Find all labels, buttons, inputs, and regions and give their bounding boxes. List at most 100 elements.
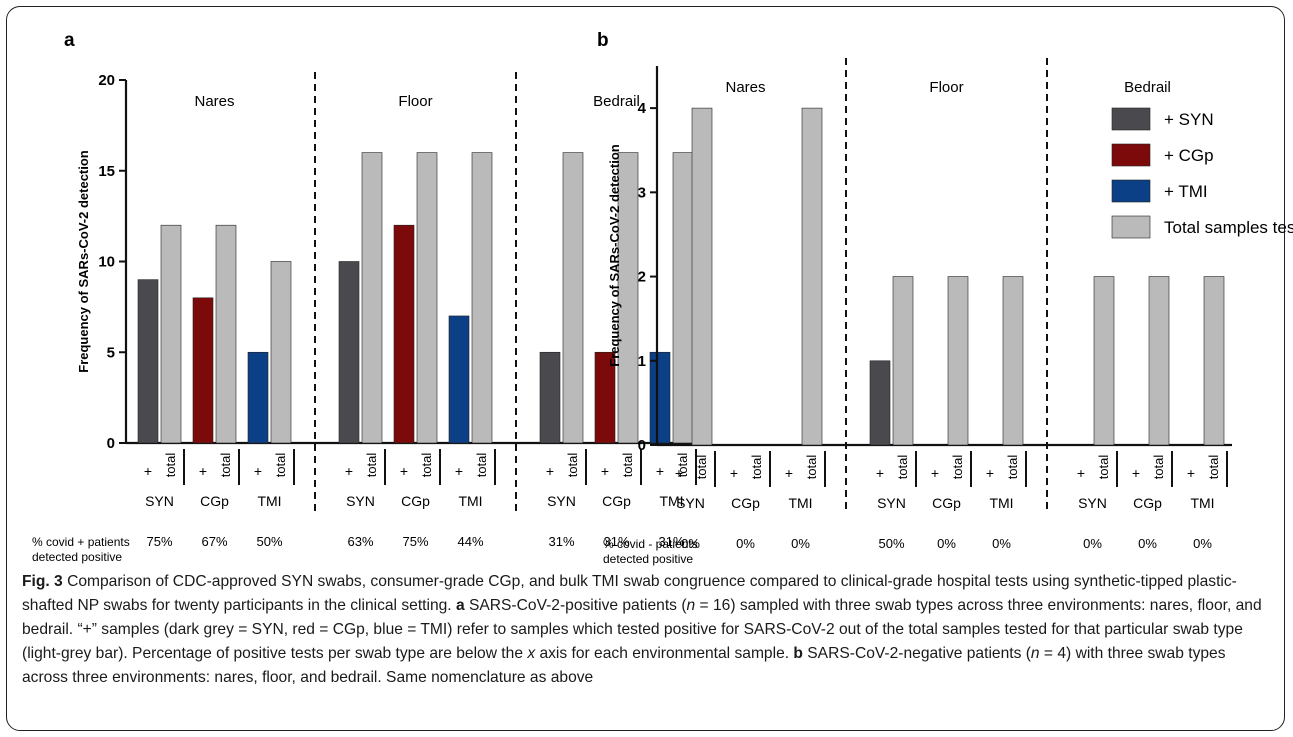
y-axis-title-a: Frequency of SARs-CoV-2 detection	[76, 150, 91, 373]
bar-label-plus: +	[254, 463, 262, 479]
bar-label-plus: +	[144, 463, 152, 479]
bar-label-plus: +	[986, 465, 994, 481]
swab-type-label-syn: SYN	[547, 493, 576, 509]
bar-label-total: total	[804, 455, 819, 480]
swab-type-label-syn: SYN	[877, 495, 906, 511]
bar-positive-nares-cgp	[192, 297, 214, 444]
legend-label: Total samples tested	[1164, 218, 1293, 237]
bar-total-bedrail-cgp	[1148, 276, 1170, 446]
swab-type-label-tmi: TMI	[458, 493, 482, 509]
caption-panel-a-label: a	[455, 597, 465, 614]
bar-label-total: total	[364, 453, 379, 478]
group-title-nares: Nares	[725, 79, 765, 96]
percent-row-label: detected positive	[32, 550, 122, 564]
percent-label-floor-syn: 50%	[878, 536, 904, 551]
legend-swatch	[1111, 143, 1151, 167]
y-tick-label-b: 1	[638, 353, 646, 370]
bar-label-plus: +	[876, 465, 884, 481]
group-title-nares: Nares	[194, 93, 234, 110]
bar-label-plus: +	[785, 465, 793, 481]
y-tick-label-a: 20	[98, 72, 115, 89]
swab-type-label-cgp: CGp	[731, 495, 760, 511]
bar-label-plus: +	[656, 463, 664, 479]
bar-total-floor-syn	[361, 152, 383, 444]
bar-total-bedrail-syn	[562, 152, 584, 444]
bar-total-floor-syn	[892, 276, 914, 446]
percent-label-floor-tmi: 0%	[992, 536, 1011, 551]
percent-label-floor-tmi: 44%	[457, 534, 483, 549]
swab-type-label-syn: SYN	[1078, 495, 1107, 511]
bar-total-bedrail-cgp	[617, 152, 639, 444]
bar-positive-nares-tmi	[247, 351, 269, 444]
bar-label-total: total	[474, 453, 489, 478]
bar-positive-floor-tmi	[448, 315, 470, 444]
bar-positive-floor-syn	[338, 261, 360, 444]
bar-positive-floor-cgp	[393, 224, 415, 444]
swab-type-label-syn: SYN	[145, 493, 174, 509]
percent-label-floor-syn: 63%	[347, 534, 373, 549]
percent-label-bedrail-cgp: 31%	[603, 534, 629, 549]
percent-label-floor-cgp: 75%	[402, 534, 428, 549]
bar-positive-floor-syn	[869, 360, 891, 446]
percent-label-bedrail-tmi: 0%	[1193, 536, 1212, 551]
bar-label-plus: +	[1077, 465, 1085, 481]
bar-label-total: total	[1151, 455, 1166, 480]
swab-type-label-cgp: CGp	[200, 493, 229, 509]
bar-positive-bedrail-cgp	[594, 351, 616, 444]
caption-n: n	[686, 597, 696, 614]
percent-label-nares-syn: 0%	[681, 536, 700, 551]
group-title-bedrail: Bedrail	[1124, 79, 1171, 96]
bar-label-total: total	[1096, 455, 1111, 480]
swab-type-label-syn: SYN	[676, 495, 705, 511]
caption-text-5: SARS-CoV-2-negative patients (	[802, 645, 1031, 662]
group-title-bedrail: Bedrail	[593, 93, 640, 110]
caption-panel-b-label: b	[793, 645, 803, 662]
y-tick-label-a: 0	[107, 435, 115, 452]
percent-row-label: detected positive	[603, 552, 693, 566]
caption-text-6: = 4) with three swab types across three …	[22, 645, 1226, 686]
percent-label-nares-tmi: 50%	[256, 534, 282, 549]
bar-total-nares-tmi	[801, 107, 823, 446]
caption-text-1: Comparison of CDC-approved SYN swabs, co…	[22, 573, 1237, 614]
percent-label-nares-cgp: 0%	[736, 536, 755, 551]
y-tick-label-a: 5	[107, 344, 115, 361]
legend-swatch	[1111, 179, 1151, 203]
bar-label-total: total	[565, 453, 580, 478]
caption-text-2: SARS-CoV-2-positive patients (	[464, 597, 687, 614]
bar-label-plus: +	[730, 465, 738, 481]
bar-total-bedrail-tmi	[1203, 276, 1225, 446]
bar-label-total: total	[1206, 455, 1221, 480]
figure-caption: Fig. 3 Comparison of CDC-approved SYN sw…	[22, 570, 1267, 690]
bar-label-plus: +	[400, 463, 408, 479]
swab-type-label-tmi: TMI	[659, 493, 683, 509]
bar-label-total: total	[950, 455, 965, 480]
bar-label-total: total	[675, 453, 690, 478]
caption-fig-label: Fig. 3	[22, 573, 63, 590]
bar-label-plus: +	[199, 463, 207, 479]
group-title-floor: Floor	[929, 79, 963, 96]
y-tick-label-a: 10	[98, 254, 115, 271]
percent-label-floor-cgp: 0%	[937, 536, 956, 551]
bar-total-floor-tmi	[471, 152, 493, 444]
swab-type-label-tmi: TMI	[989, 495, 1013, 511]
bar-total-nares-syn	[160, 224, 182, 444]
bar-label-plus: +	[1187, 465, 1195, 481]
legend-swatch	[1111, 107, 1151, 131]
bar-total-floor-cgp	[947, 276, 969, 446]
bar-positive-bedrail-tmi	[649, 351, 671, 444]
bar-total-bedrail-tmi	[672, 152, 694, 444]
percent-label-nares-cgp: 67%	[201, 534, 227, 549]
bar-label-plus: +	[345, 463, 353, 479]
bar-total-nares-cgp	[215, 224, 237, 444]
bar-label-plus: +	[546, 463, 554, 479]
group-title-floor: Floor	[398, 93, 432, 110]
bar-label-total: total	[419, 453, 434, 478]
y-axis-title-b: Frequency of SARs-CoV-2 detection	[607, 144, 622, 367]
swab-type-label-cgp: CGp	[1133, 495, 1162, 511]
percent-row-label: % covid + patients	[32, 535, 130, 549]
bar-total-nares-syn	[691, 107, 713, 446]
swab-type-label-syn: SYN	[346, 493, 375, 509]
bar-label-plus: +	[455, 463, 463, 479]
percent-label-bedrail-tmi: 31%	[658, 534, 684, 549]
percent-label-bedrail-syn: 0%	[1083, 536, 1102, 551]
